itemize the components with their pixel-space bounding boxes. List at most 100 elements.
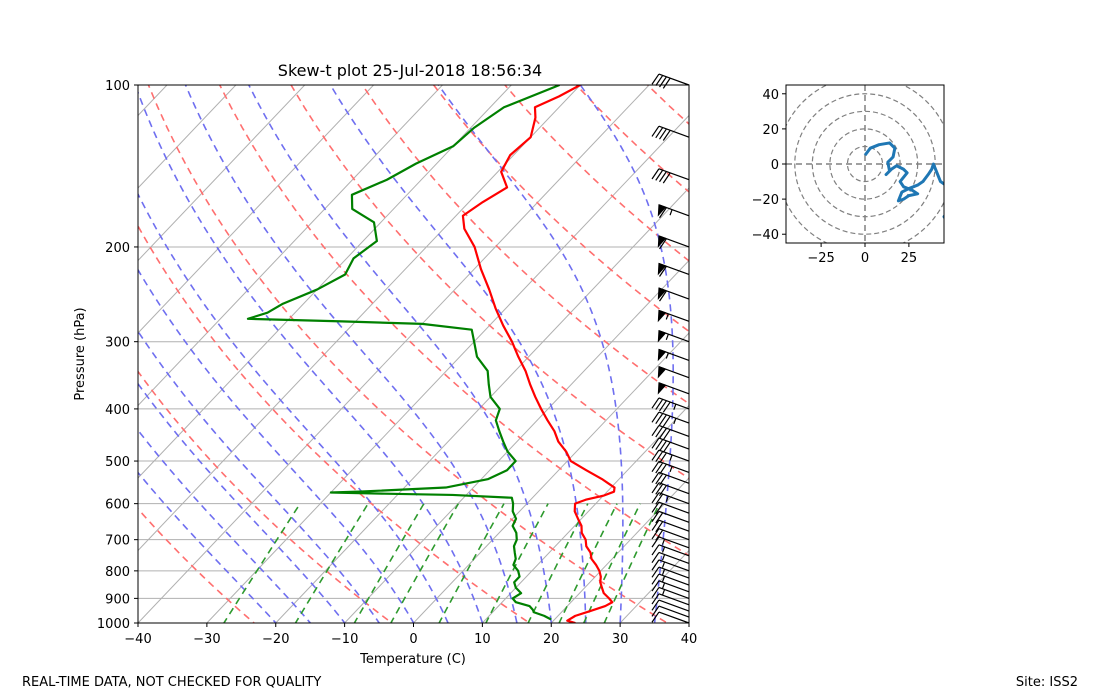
hodograph: −25 0 25 40 20 0 −20 −40 (752, 84, 945, 266)
wind-barb (651, 599, 690, 612)
wind-barb (657, 204, 690, 219)
x-tick-label: −10 (331, 632, 358, 647)
barb-half-flag (669, 454, 673, 461)
site-label: Site: ISS2 (1016, 675, 1078, 690)
barb-flag (659, 440, 667, 452)
wind-barb (657, 382, 690, 395)
barb-flag (659, 76, 667, 88)
barb-flag (655, 127, 664, 139)
barb-flag (659, 238, 667, 250)
hodo-y-tick-label: −40 (752, 228, 779, 243)
y-tick-label: 1000 (97, 617, 130, 632)
barb-flag (651, 593, 660, 605)
barb-shaft (658, 519, 690, 532)
dry-adiabat (219, 85, 689, 557)
quality-note: REAL-TIME DATA, NOT CHECKED FOR QUALITY (22, 675, 321, 690)
wind-barb (651, 125, 690, 141)
barb-shaft (658, 551, 690, 565)
barb-shaft (658, 573, 690, 586)
barb-flag (651, 492, 660, 504)
barb-half-flag (661, 554, 666, 561)
wind-barb (657, 235, 690, 250)
barb-flag (659, 128, 667, 140)
isotherm-line (206, 114, 689, 623)
hodograph-trace (863, 141, 944, 220)
barb-flag (651, 449, 660, 461)
moist-adiabat (688, 617, 689, 623)
dry-adiabat (433, 85, 689, 333)
dry-adiabat (147, 85, 669, 623)
barb-half-flag (669, 209, 673, 216)
barb-shaft (658, 593, 690, 606)
dry-adiabat (361, 85, 689, 405)
barb-pennant (657, 235, 667, 248)
moist-adiabat (138, 90, 484, 623)
barb-flag (659, 265, 667, 277)
barb-flag (655, 462, 664, 474)
isotherm-line (138, 85, 237, 189)
wind-barb (657, 262, 690, 277)
barb-flag (651, 437, 660, 449)
hodo-y-tick-label: 40 (762, 88, 779, 103)
y-tick-label: 900 (105, 592, 130, 607)
wind-barb (651, 566, 690, 579)
barb-half-flag (661, 582, 666, 589)
barb-flag (659, 463, 667, 475)
barb-half-flag (665, 313, 669, 320)
isobar-gridlines (138, 85, 689, 623)
mixing-ratio-line (603, 503, 661, 623)
barb-flag (651, 125, 660, 137)
barb-flag (651, 605, 660, 617)
barb-flag (662, 429, 671, 441)
barb-pennant (657, 348, 667, 362)
barb-half-flag (661, 575, 666, 582)
wind-barb (651, 168, 690, 184)
isotherm-line (758, 85, 1100, 623)
x-tick-label: 30 (612, 632, 629, 647)
wind-barb (651, 397, 690, 413)
moist-adiabat (184, 85, 518, 623)
x-axis-label: Temperature (C) (359, 652, 466, 667)
barb-flag (655, 512, 664, 524)
barb-flag (655, 493, 664, 505)
barb-flag (655, 451, 664, 463)
barb-shaft (658, 586, 690, 599)
mixing-ratio-line (485, 503, 549, 623)
barb-flag (655, 398, 664, 410)
barb-shaft (658, 168, 690, 181)
barb-flag (655, 439, 664, 451)
barb-flag (651, 397, 660, 409)
y-axis-label: Pressure (hPa) (73, 307, 88, 400)
barb-shaft (658, 599, 690, 612)
hodo-y-tick-label: −20 (752, 193, 779, 208)
wind-barb (651, 536, 690, 549)
wind-barb (657, 287, 690, 302)
isotherm-line (138, 85, 650, 623)
barb-shaft (658, 125, 690, 138)
barb-flag (651, 73, 660, 85)
barb-flag (662, 441, 671, 453)
temperature-line (461, 85, 616, 623)
moist-adiabat (437, 85, 624, 623)
wind-barb (657, 348, 690, 362)
moist-adiabat (138, 268, 415, 623)
wind-barb (651, 437, 690, 453)
wind-barbs (651, 73, 690, 624)
dry-adiabat (646, 85, 689, 126)
barb-flag (662, 77, 671, 89)
isotherm-line (550, 477, 689, 623)
hodo-x-tick-label: 25 (901, 251, 918, 266)
barb-flag (651, 411, 660, 423)
barb-shaft (658, 73, 690, 86)
barb-shaft (658, 411, 690, 424)
barb-flag (659, 485, 667, 497)
mixing-ratio-line (389, 503, 460, 623)
y-tick-label: 500 (105, 455, 130, 470)
barb-flag (659, 452, 667, 464)
barb-flag (655, 483, 664, 495)
barb-flag (662, 129, 671, 141)
barb-pennant (657, 309, 667, 323)
wind-barb (651, 73, 690, 89)
isotherm-line (138, 85, 512, 479)
barb-shaft (658, 471, 690, 484)
